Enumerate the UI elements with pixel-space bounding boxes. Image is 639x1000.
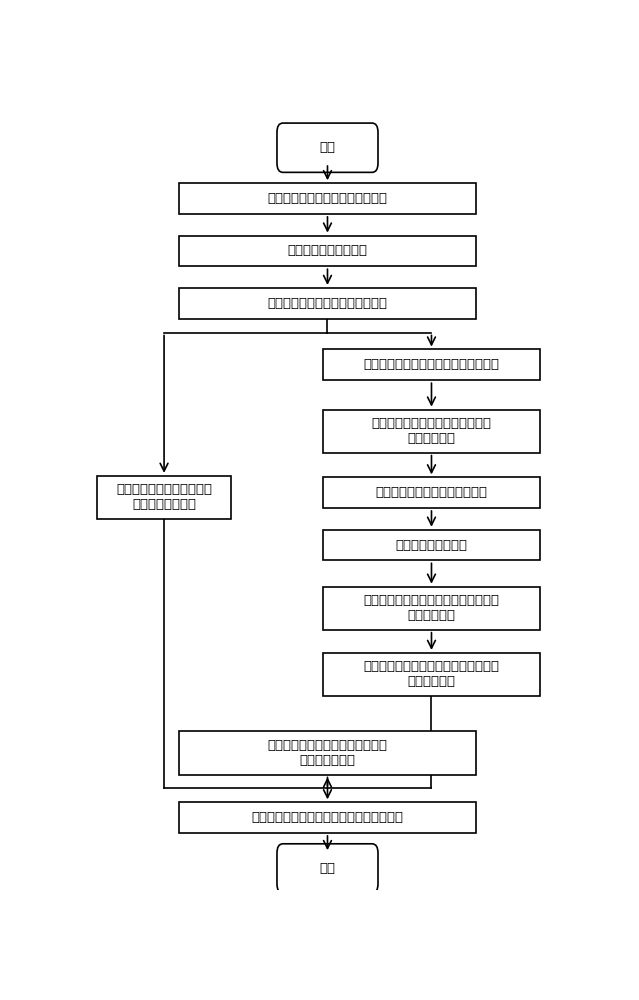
Text: 重构筛选的频率成分: 重构筛选的频率成分	[396, 539, 468, 552]
Bar	[179, 731, 476, 774]
Bar	[179, 288, 476, 319]
Text: 选定原始振动信号的目标频带范围: 选定原始振动信号的目标频带范围	[268, 297, 387, 310]
Text: 原始振动信号频谱分析: 原始振动信号频谱分析	[288, 244, 367, 257]
Text: 计算目标频带内信号成分向观测频带外
的频谱泄漏量: 计算目标频带内信号成分向观测频带外 的频谱泄漏量	[364, 594, 500, 622]
Text: 传感器采集设备的振动加速度信号: 传感器采集设备的振动加速度信号	[268, 192, 387, 205]
Bar	[179, 802, 476, 833]
Text: 得到无端点效应影响的目标频带内振动信号: 得到无端点效应影响的目标频带内振动信号	[252, 811, 403, 824]
Bar	[179, 235, 476, 266]
Bar	[323, 349, 541, 380]
Bar	[323, 530, 541, 560]
Bar	[323, 477, 541, 508]
Text: 对筛选的频率成分进行频谱校正: 对筛选的频率成分进行频谱校正	[376, 486, 488, 499]
Bar	[179, 183, 476, 214]
Text: 开始: 开始	[320, 141, 335, 154]
Text: 计算目标频带外信号成分向观测频带内
的频谱泄漏量: 计算目标频带外信号成分向观测频带内 的频谱泄漏量	[364, 660, 500, 688]
Text: 筛选引起目标频带信号端点效应的
主要频率成分: 筛选引起目标频带信号端点效应的 主要频率成分	[371, 417, 491, 445]
FancyBboxPatch shape	[277, 123, 378, 172]
Text: 截止滤波提取原始振动信号
目标频带信号成分: 截止滤波提取原始振动信号 目标频带信号成分	[116, 483, 212, 511]
Text: 筛选原始信号中泄漏量较大的频率成分: 筛选原始信号中泄漏量较大的频率成分	[364, 358, 500, 371]
FancyBboxPatch shape	[277, 844, 378, 893]
Text: 利用频谱泄漏量补偿原始振动信号
的截止滤波结果: 利用频谱泄漏量补偿原始振动信号 的截止滤波结果	[268, 739, 387, 767]
Bar	[323, 587, 541, 630]
Bar	[323, 653, 541, 696]
Bar	[97, 476, 231, 519]
Bar	[323, 410, 541, 453]
Text: 结束: 结束	[320, 862, 335, 875]
